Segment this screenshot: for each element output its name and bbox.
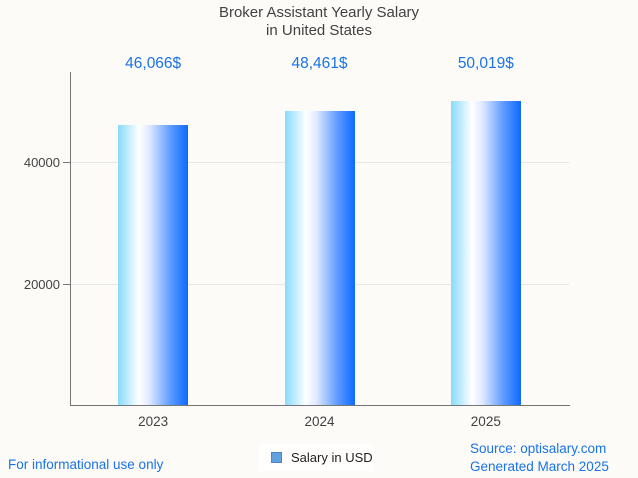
chart-title: Broker Assistant Yearly Salary in United… xyxy=(0,4,638,40)
legend-square-icon xyxy=(271,452,282,463)
value-label-2025: 50,019$ xyxy=(457,55,514,72)
bar-2024 xyxy=(284,110,355,405)
y-tick-mark-40000 xyxy=(63,162,70,163)
source-block: Source: optisalary.com Generated March 2… xyxy=(470,440,609,476)
y-tick-mark-20000 xyxy=(63,283,70,285)
bar-2023 xyxy=(118,125,189,405)
generated-text: Generated March 2025 xyxy=(470,459,609,474)
x-axis-line xyxy=(70,405,570,406)
x-label-2023: 2023 xyxy=(138,414,169,429)
y-axis-line xyxy=(70,72,71,405)
source-text: Source: optisalary.com xyxy=(470,441,607,456)
y-tick-label-40000: 40000 xyxy=(23,155,60,170)
value-label-2024: 48,461$ xyxy=(291,55,348,72)
x-label-2025: 2025 xyxy=(470,414,501,429)
legend: Salary in USD xyxy=(259,444,373,471)
x-label-2024: 2024 xyxy=(304,414,335,429)
legend-label: Salary in USD xyxy=(291,450,373,465)
value-label-2023: 46,066$ xyxy=(125,55,182,72)
chart-title-line2: in United States xyxy=(266,22,372,39)
chart-title-line1: Broker Assistant Yearly Salary xyxy=(218,4,420,21)
y-tick-label-20000: 20000 xyxy=(23,276,60,292)
bar-2025 xyxy=(450,101,521,405)
disclaimer-text: For informational use only xyxy=(8,457,164,472)
